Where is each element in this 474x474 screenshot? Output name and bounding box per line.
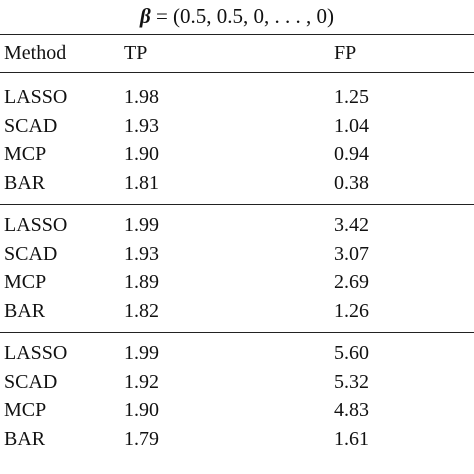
tp-cell: 1.90: [124, 143, 159, 165]
method-cell: LASSO: [4, 214, 68, 236]
method-cell: MCP: [4, 399, 47, 421]
fp-cell: 4.83: [334, 399, 369, 421]
fp-cell: 3.42: [334, 214, 369, 236]
fp-cell: 1.61: [334, 427, 369, 450]
method-cell: LASSO: [4, 342, 68, 364]
header-method: Method: [4, 42, 67, 64]
method-cell: BAR: [4, 427, 46, 450]
method-cell: BAR: [4, 171, 46, 194]
header-row: Method TP FP: [0, 38, 474, 68]
table-row: LASSO 1.99 5.60: [0, 338, 474, 368]
tp-cell: 1.82: [124, 299, 159, 322]
header-fp: FP: [334, 42, 357, 64]
fp-cell: 3.07: [334, 242, 369, 265]
fp-cell: 2.69: [334, 271, 369, 293]
tp-cell: 1.81: [124, 171, 159, 194]
fp-cell: 0.38: [334, 171, 369, 194]
tp-cell: 1.89: [124, 271, 159, 293]
table-row: BAR 1.81 0.38: [0, 168, 474, 198]
method-cell: SCAD: [4, 114, 58, 137]
table-row: BAR 1.79 1.61: [0, 424, 474, 454]
tp-cell: 1.99: [124, 342, 159, 364]
tp-cell: 1.99: [124, 214, 159, 236]
fp-cell: 1.25: [334, 86, 369, 108]
method-cell: SCAD: [4, 242, 58, 265]
table-row: SCAD 1.92 5.32: [0, 367, 474, 397]
table-row: SCAD 1.93 1.04: [0, 111, 474, 141]
tp-cell: 1.92: [124, 370, 159, 393]
table-row: SCAD 1.93 3.07: [0, 239, 474, 269]
tp-cell: 1.90: [124, 399, 159, 421]
method-cell: MCP: [4, 271, 47, 293]
table-row: BAR 1.82 1.26: [0, 296, 474, 326]
fp-cell: 5.32: [334, 370, 369, 393]
tp-cell: 1.93: [124, 242, 159, 265]
method-cell: BAR: [4, 299, 46, 322]
method-cell: SCAD: [4, 370, 58, 393]
tp-cell: 1.98: [124, 86, 159, 108]
method-cell: LASSO: [4, 86, 68, 108]
table-row: MCP 1.89 2.69: [0, 267, 474, 297]
table-row: MCP 1.90 0.94: [0, 139, 474, 169]
tp-cell: 1.93: [124, 114, 159, 137]
table-caption: β = (0.5, 0.5, 0, . . . , 0): [0, 2, 474, 30]
fp-cell: 1.26: [334, 299, 369, 322]
table-row: MCP 1.90 4.83: [0, 395, 474, 425]
table-row: LASSO 1.99 3.42: [0, 210, 474, 240]
group-divider: [0, 332, 474, 333]
beta-value: = (0.5, 0.5, 0, . . . , 0): [155, 4, 335, 28]
beta-symbol: β: [139, 4, 151, 28]
fp-cell: 1.04: [334, 114, 369, 137]
method-cell: MCP: [4, 143, 47, 165]
top-rule: [0, 34, 474, 35]
fp-cell: 5.60: [334, 342, 369, 364]
fp-cell: 0.94: [334, 143, 369, 165]
header-tp: TP: [124, 42, 148, 64]
group-divider: [0, 204, 474, 205]
header-rule: [0, 72, 474, 73]
tp-cell: 1.79: [124, 427, 159, 450]
table-row: LASSO 1.98 1.25: [0, 82, 474, 112]
